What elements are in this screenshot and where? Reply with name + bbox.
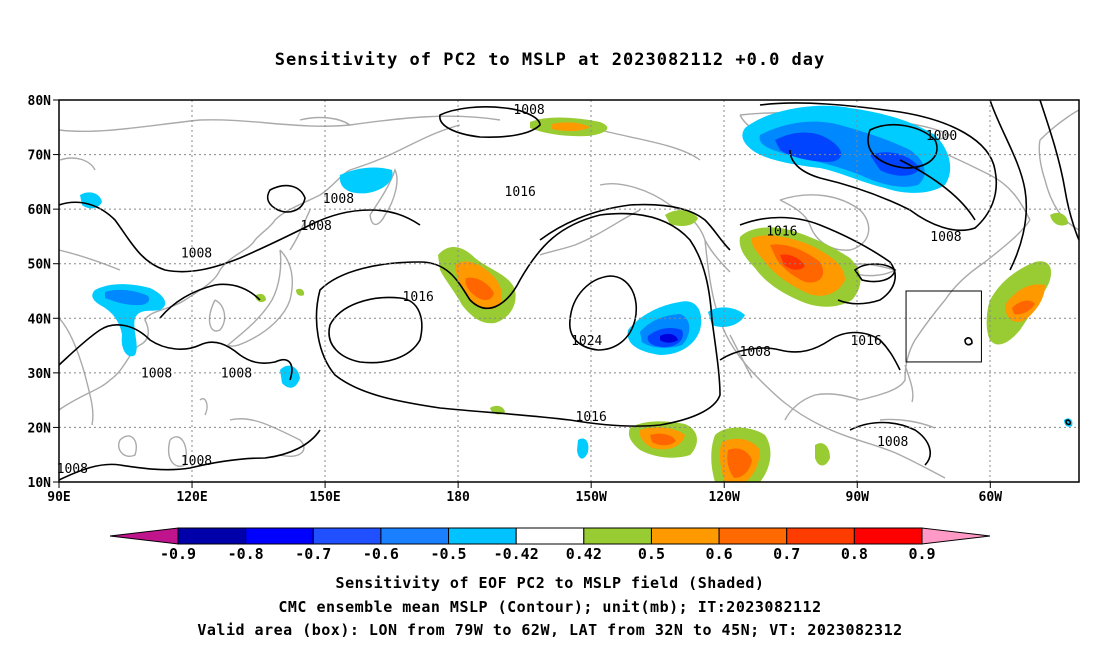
contour-label: 1000 bbox=[926, 129, 957, 144]
coastlines bbox=[59, 109, 1079, 479]
contour-label: 1008 bbox=[301, 219, 332, 234]
colorbar-segment bbox=[515, 527, 585, 545]
colorbar-tick-label: 0.6 bbox=[706, 545, 733, 563]
lat-label: 40N bbox=[28, 312, 52, 327]
colorbar bbox=[109, 527, 991, 545]
lon-label: 120E bbox=[176, 490, 207, 505]
contour-label: 1016 bbox=[576, 410, 607, 425]
contour-label: 1008 bbox=[181, 247, 212, 262]
lat-label: 50N bbox=[28, 258, 52, 273]
lon-label: 90E bbox=[47, 490, 70, 505]
contour-label: 1008 bbox=[141, 367, 172, 382]
lat-label: 20N bbox=[28, 421, 52, 436]
sensitivity-shading bbox=[80, 105, 1073, 482]
colorbar-over-triangle bbox=[921, 527, 991, 545]
colorbar-tick-label: 0.42 bbox=[566, 545, 602, 563]
caption-line-3: Valid area (box): LON from 79W to 62W, L… bbox=[197, 621, 903, 639]
caption-line-1: Sensitivity of EOF PC2 to MSLP field (Sh… bbox=[335, 574, 765, 592]
lat-label: 70N bbox=[28, 149, 52, 164]
valid-area-box bbox=[905, 290, 982, 363]
colorbar-tick-label: -0.6 bbox=[363, 545, 399, 563]
contour-label: 1008 bbox=[740, 345, 771, 360]
contour-label: 1016 bbox=[505, 185, 536, 200]
lat-label: 80N bbox=[28, 94, 52, 109]
colorbar-tick-label: -0.7 bbox=[295, 545, 331, 563]
contour-label: 1016 bbox=[766, 225, 797, 240]
colorbar-tick-label: 0.5 bbox=[638, 545, 665, 563]
colorbar-segment bbox=[448, 527, 517, 545]
colorbar-segment bbox=[786, 527, 855, 545]
colorbar-segment bbox=[650, 527, 720, 545]
contour-label: 1008 bbox=[513, 103, 544, 118]
latitude-axis: 80N 70N 60N 50N 40N 30N 20N 10N bbox=[28, 94, 59, 491]
contour-label: 1024 bbox=[571, 334, 602, 349]
contour-labels: 1008 1000 1016 1016 1008 1008 1008 1008 1016 1024… bbox=[57, 103, 962, 477]
longitude-axis: 90E 120E 150E 180 150W 120W 90W 60W bbox=[47, 482, 1002, 505]
contour-label: 1008 bbox=[221, 367, 252, 382]
colorbar-segment bbox=[583, 527, 652, 545]
lon-label: 150E bbox=[309, 490, 340, 505]
colorbar-tick-label: -0.5 bbox=[430, 545, 466, 563]
lat-label: 10N bbox=[28, 476, 52, 491]
chart-title: Sensitivity of PC2 to MSLP at 2023082112… bbox=[274, 50, 826, 70]
lon-label: 90W bbox=[846, 490, 870, 505]
colorbar-segment bbox=[718, 527, 788, 545]
contour-label: 1008 bbox=[877, 435, 908, 450]
contour-label: 1008 bbox=[930, 230, 961, 245]
lon-label: 180 bbox=[446, 490, 470, 505]
lat-label: 30N bbox=[28, 367, 52, 382]
colorbar-tick-label: 0.8 bbox=[841, 545, 868, 563]
colorbar-tick-label: -0.9 bbox=[160, 545, 196, 563]
contour-label: 1008 bbox=[57, 462, 88, 477]
lat-label: 60N bbox=[28, 203, 52, 218]
mslp-contours bbox=[59, 100, 1079, 481]
colorbar-tick-label: 0.7 bbox=[773, 545, 800, 563]
contour-label: 1008 bbox=[323, 192, 354, 207]
colorbar-segment bbox=[177, 527, 247, 545]
lon-label: 60W bbox=[979, 490, 1003, 505]
colorbar-segment bbox=[312, 527, 382, 545]
plot-frame bbox=[58, 99, 1080, 483]
contour-label: 1016 bbox=[850, 334, 881, 349]
contour-label: 1016 bbox=[403, 290, 434, 305]
lon-label: 150W bbox=[576, 490, 607, 505]
colorbar-tick-label: -0.8 bbox=[228, 545, 264, 563]
colorbar-tick-label: 0.9 bbox=[908, 545, 935, 563]
lon-label: 120W bbox=[709, 490, 740, 505]
colorbar-under-triangle bbox=[109, 527, 179, 545]
colorbar-segment bbox=[853, 527, 923, 545]
colorbar-segment bbox=[245, 527, 314, 545]
colorbar-labels: -0.9 -0.8 -0.7 -0.6 -0.5 -0.42 0.42 0.5 0.6 0.7 0.… bbox=[160, 545, 936, 563]
graticule bbox=[59, 100, 1079, 482]
colorbar-tick-label: -0.42 bbox=[494, 545, 539, 563]
caption-line-2: CMC ensemble mean MSLP (Contour); unit(m… bbox=[278, 598, 822, 616]
colorbar-segment bbox=[380, 527, 450, 545]
contour-label: 1008 bbox=[181, 454, 212, 469]
